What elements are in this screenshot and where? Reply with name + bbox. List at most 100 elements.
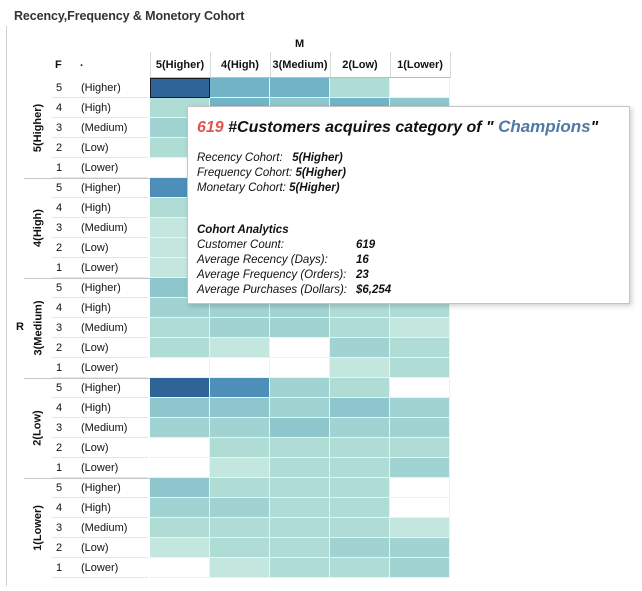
heatmap-cell[interactable] bbox=[330, 338, 390, 358]
heatmap-cell[interactable] bbox=[150, 318, 210, 338]
heatmap-cell[interactable] bbox=[270, 398, 330, 418]
tooltip-quote-open: " bbox=[486, 119, 494, 136]
heatmap-cell[interactable] bbox=[330, 418, 390, 438]
heatmap-cell[interactable] bbox=[270, 558, 330, 578]
heatmap-cell[interactable] bbox=[390, 318, 450, 338]
heatmap-cell[interactable] bbox=[330, 438, 390, 458]
heatmap-cell[interactable] bbox=[210, 78, 270, 98]
r-group-label[interactable]: 2(Low) bbox=[32, 410, 45, 446]
heatmap-cell[interactable] bbox=[390, 338, 450, 358]
f-row-label: (Higher) bbox=[81, 82, 121, 94]
heatmap-cell[interactable] bbox=[210, 338, 270, 358]
heatmap-cell[interactable] bbox=[330, 378, 390, 398]
heatmap-cell[interactable] bbox=[390, 498, 450, 518]
row-divider bbox=[52, 157, 148, 158]
heatmap-cell[interactable] bbox=[210, 398, 270, 418]
m-column-header[interactable]: 4(High) bbox=[221, 59, 259, 71]
f-row-number: 2 bbox=[56, 342, 63, 354]
heatmap-cell[interactable] bbox=[150, 478, 210, 498]
heatmap-cell[interactable] bbox=[270, 318, 330, 338]
heatmap-cell[interactable] bbox=[150, 78, 210, 98]
heatmap-cell[interactable] bbox=[150, 338, 210, 358]
heatmap-cell[interactable] bbox=[330, 398, 390, 418]
heatmap-cell[interactable] bbox=[210, 518, 270, 538]
f-row-label: (Lower) bbox=[81, 562, 119, 574]
r-group-label[interactable]: 1(Lower) bbox=[32, 505, 44, 551]
heatmap-cell[interactable] bbox=[150, 398, 210, 418]
heatmap-cell[interactable] bbox=[210, 358, 270, 378]
f-row-number: 5 bbox=[56, 82, 63, 94]
heatmap-cell[interactable] bbox=[390, 378, 450, 398]
heatmap-cell[interactable] bbox=[210, 378, 270, 398]
f-row-label: (High) bbox=[81, 402, 111, 414]
heatmap-cell[interactable] bbox=[330, 478, 390, 498]
heatmap-cell[interactable] bbox=[390, 518, 450, 538]
f-row-number: 3 bbox=[56, 322, 63, 334]
heatmap-cell[interactable] bbox=[150, 378, 210, 398]
f-row-number: 3 bbox=[56, 122, 63, 134]
heatmap-cell[interactable] bbox=[330, 358, 390, 378]
heatmap-cell[interactable] bbox=[330, 78, 390, 98]
heatmap-cell[interactable] bbox=[210, 478, 270, 498]
heatmap-cell[interactable] bbox=[390, 538, 450, 558]
heatmap-cell[interactable] bbox=[150, 558, 210, 578]
heatmap-cell[interactable] bbox=[330, 538, 390, 558]
f-row-label: (Low) bbox=[81, 242, 109, 254]
heatmap-cell[interactable] bbox=[270, 358, 330, 378]
heatmap-cell[interactable] bbox=[210, 418, 270, 438]
heatmap-cell[interactable] bbox=[150, 458, 210, 478]
heatmap-cell[interactable] bbox=[150, 498, 210, 518]
heatmap-cell[interactable] bbox=[330, 558, 390, 578]
heatmap-cell[interactable] bbox=[270, 438, 330, 458]
heatmap-cell[interactable] bbox=[270, 458, 330, 478]
heatmap-cell[interactable] bbox=[390, 458, 450, 478]
heatmap-cell[interactable] bbox=[270, 518, 330, 538]
row-divider bbox=[52, 417, 148, 418]
tooltip-avg-recency-value: 16 bbox=[356, 254, 369, 266]
tooltip-frequency: Frequency Cohort: 5(Higher) bbox=[197, 167, 346, 179]
heatmap-cell[interactable] bbox=[150, 518, 210, 538]
heatmap-cell[interactable] bbox=[390, 558, 450, 578]
heatmap-cell[interactable] bbox=[150, 358, 210, 378]
m-column-header[interactable]: 3(Medium) bbox=[272, 59, 328, 71]
m-column-header[interactable]: 2(Low) bbox=[342, 59, 378, 71]
heatmap-cell[interactable] bbox=[270, 498, 330, 518]
heatmap-cell[interactable] bbox=[210, 538, 270, 558]
heatmap-cell[interactable] bbox=[270, 78, 330, 98]
tooltip-customer-count-value: 619 bbox=[356, 239, 376, 251]
tooltip-quote-close: " bbox=[590, 119, 599, 136]
heatmap-cell[interactable] bbox=[330, 518, 390, 538]
heatmap-cell[interactable] bbox=[330, 318, 390, 338]
heatmap-cell[interactable] bbox=[330, 458, 390, 478]
r-group-label[interactable]: 3(Medium) bbox=[32, 300, 44, 356]
heatmap-cell[interactable] bbox=[270, 538, 330, 558]
m-column-header[interactable]: 1(Lower) bbox=[397, 59, 443, 71]
heatmap-cell[interactable] bbox=[270, 378, 330, 398]
heatmap-cell[interactable] bbox=[210, 558, 270, 578]
heatmap-cell[interactable] bbox=[270, 478, 330, 498]
heatmap-cell[interactable] bbox=[270, 418, 330, 438]
heatmap-cell[interactable] bbox=[270, 338, 330, 358]
row-divider bbox=[52, 557, 148, 558]
heatmap-cell[interactable] bbox=[390, 478, 450, 498]
heatmap-cell[interactable] bbox=[390, 438, 450, 458]
heatmap-cell[interactable] bbox=[150, 438, 210, 458]
heatmap-cell[interactable] bbox=[150, 418, 210, 438]
heatmap-cell[interactable] bbox=[390, 418, 450, 438]
m-column-header[interactable]: 5(Higher) bbox=[155, 59, 205, 71]
r-group-label[interactable]: 5(Higher) bbox=[32, 103, 44, 153]
header-divider bbox=[150, 52, 151, 78]
heatmap-cell[interactable] bbox=[210, 498, 270, 518]
heatmap-cell[interactable] bbox=[330, 498, 390, 518]
heatmap-cell[interactable] bbox=[210, 318, 270, 338]
f-row-number: 2 bbox=[56, 542, 63, 554]
heatmap-cell[interactable] bbox=[210, 438, 270, 458]
row-divider bbox=[52, 197, 148, 198]
heatmap-cell[interactable] bbox=[150, 538, 210, 558]
heatmap-cell[interactable] bbox=[210, 458, 270, 478]
heatmap-cell[interactable] bbox=[390, 358, 450, 378]
heatmap-cell[interactable] bbox=[390, 398, 450, 418]
heatmap-cell[interactable] bbox=[390, 78, 450, 98]
r-group-label[interactable]: 4(High) bbox=[32, 209, 45, 247]
f-row-label: (Higher) bbox=[81, 282, 121, 294]
